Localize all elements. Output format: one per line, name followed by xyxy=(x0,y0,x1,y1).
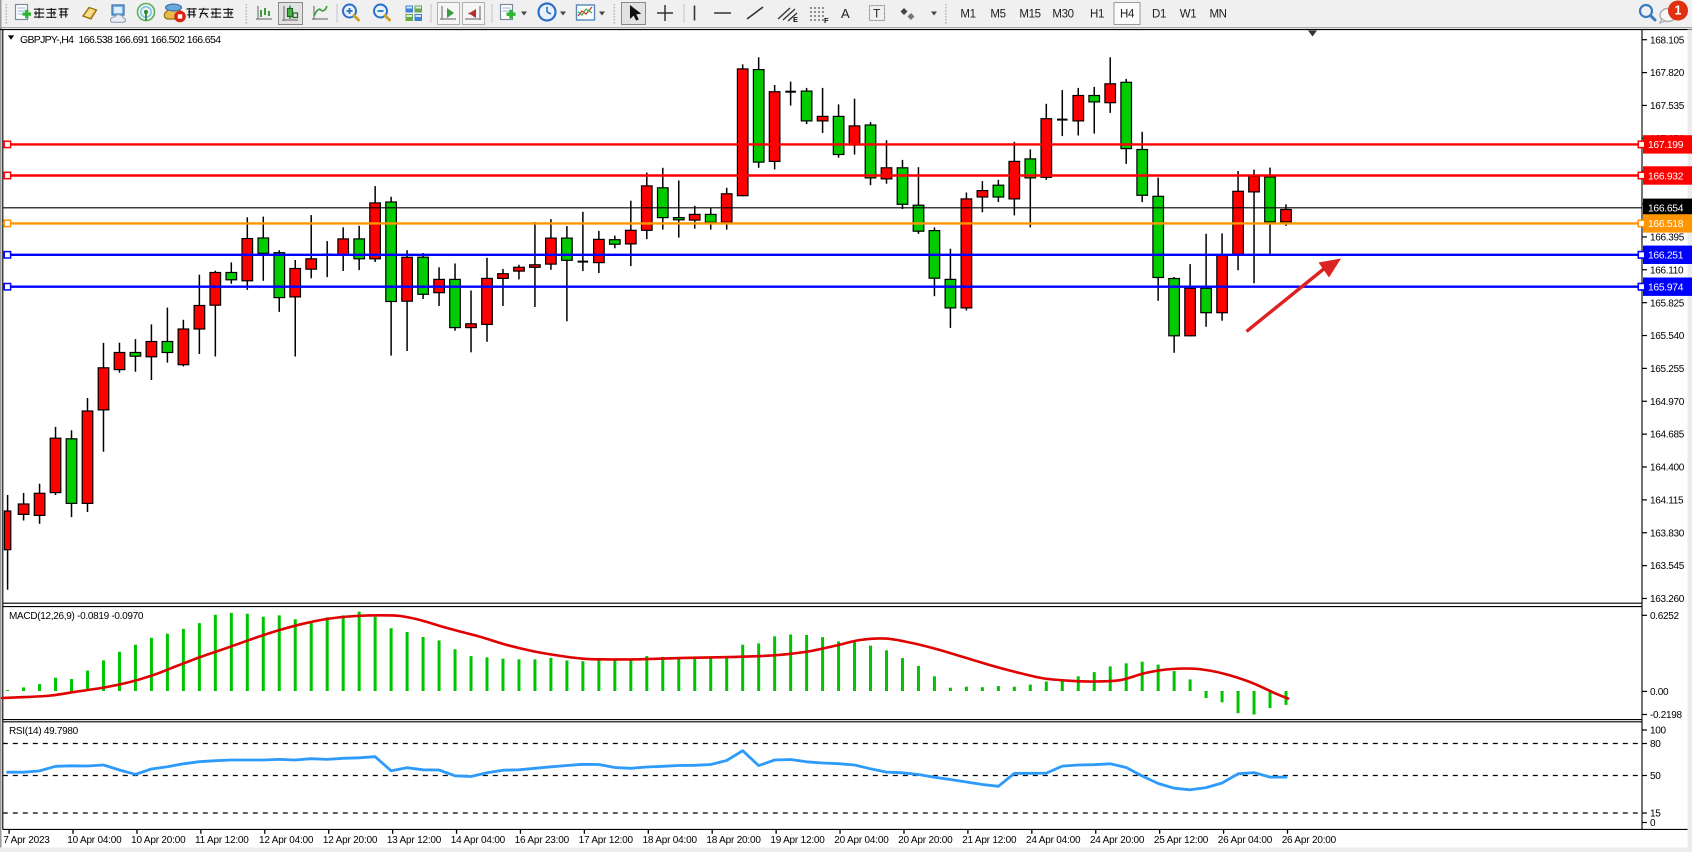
svg-text:14 Apr 04:00: 14 Apr 04:00 xyxy=(451,835,506,846)
svg-text:D1: D1 xyxy=(1152,9,1166,21)
svg-text:24 Apr 20:00: 24 Apr 20:00 xyxy=(1090,835,1145,846)
svg-text:11 Apr 12:00: 11 Apr 12:00 xyxy=(195,835,249,846)
svg-text:164.970: 164.970 xyxy=(1650,397,1685,408)
svg-text:F: F xyxy=(824,16,829,25)
svg-text:20 Apr 20:00: 20 Apr 20:00 xyxy=(898,835,953,846)
svg-text:MACD(12,26,9) -0.0819 -0.0970: MACD(12,26,9) -0.0819 -0.0970 xyxy=(9,611,144,622)
svg-text:M5: M5 xyxy=(990,9,1005,21)
svg-text:13 Apr 12:00: 13 Apr 12:00 xyxy=(387,835,442,846)
svg-text:80: 80 xyxy=(1650,739,1661,750)
svg-text:12 Apr 20:00: 12 Apr 20:00 xyxy=(323,835,378,846)
svg-text:0: 0 xyxy=(1650,818,1656,829)
svg-text:165.974: 165.974 xyxy=(1648,283,1684,294)
svg-text:167.820: 167.820 xyxy=(1650,68,1685,79)
svg-text:26 Apr 20:00: 26 Apr 20:00 xyxy=(1282,835,1337,846)
svg-text:15: 15 xyxy=(1650,809,1661,820)
svg-text:165.255: 165.255 xyxy=(1650,364,1685,375)
svg-text:166.654: 166.654 xyxy=(1648,204,1684,215)
svg-text:164.685: 164.685 xyxy=(1650,430,1685,441)
svg-text:167.535: 167.535 xyxy=(1650,101,1685,112)
svg-text:12 Apr 04:00: 12 Apr 04:00 xyxy=(259,835,314,846)
svg-text:MN: MN xyxy=(1209,9,1226,21)
svg-text:0.00: 0.00 xyxy=(1650,687,1669,698)
svg-text:166.518: 166.518 xyxy=(1648,219,1684,230)
svg-text:163.260: 163.260 xyxy=(1650,594,1685,605)
svg-text:166.932: 166.932 xyxy=(1648,171,1684,182)
svg-text:H1: H1 xyxy=(1090,9,1104,21)
svg-text:166.538 166.691 166.502 166.65: 166.538 166.691 166.502 166.654 xyxy=(79,34,222,46)
svg-text:168.105: 168.105 xyxy=(1650,35,1685,46)
svg-text:E: E xyxy=(793,15,798,24)
svg-text:A: A xyxy=(841,6,850,21)
svg-text:20 Apr 04:00: 20 Apr 04:00 xyxy=(834,835,889,846)
svg-text:0.6252: 0.6252 xyxy=(1650,611,1680,622)
svg-text:M15: M15 xyxy=(1019,9,1040,21)
svg-text:50: 50 xyxy=(1650,771,1661,782)
svg-text:26 Apr 04:00: 26 Apr 04:00 xyxy=(1218,835,1273,846)
svg-text:-0.2198: -0.2198 xyxy=(1650,710,1683,721)
svg-text:H4: H4 xyxy=(1120,9,1135,21)
svg-text:165.825: 165.825 xyxy=(1650,298,1685,309)
svg-text:166.395: 166.395 xyxy=(1650,233,1685,244)
svg-text:7 Apr 2023: 7 Apr 2023 xyxy=(3,835,50,846)
svg-text:10 Apr 04:00: 10 Apr 04:00 xyxy=(67,835,122,846)
svg-text:10 Apr 20:00: 10 Apr 20:00 xyxy=(131,835,186,846)
svg-text:M30: M30 xyxy=(1052,9,1073,21)
svg-text:21 Apr 12:00: 21 Apr 12:00 xyxy=(962,835,1017,846)
svg-text:W1: W1 xyxy=(1180,9,1196,21)
svg-text:16 Apr 23:00: 16 Apr 23:00 xyxy=(515,835,570,846)
svg-text:164.115: 164.115 xyxy=(1650,495,1684,506)
svg-text:166.110: 166.110 xyxy=(1650,265,1684,276)
svg-text:18 Apr 04:00: 18 Apr 04:00 xyxy=(643,835,698,846)
svg-text:163.830: 163.830 xyxy=(1650,528,1685,539)
svg-text:17 Apr 12:00: 17 Apr 12:00 xyxy=(579,835,634,846)
svg-text:T: T xyxy=(873,7,881,21)
svg-text:18 Apr 20:00: 18 Apr 20:00 xyxy=(706,835,761,846)
svg-text:19 Apr 12:00: 19 Apr 12:00 xyxy=(770,835,825,846)
svg-text:167.199: 167.199 xyxy=(1648,140,1684,151)
svg-text:164.400: 164.400 xyxy=(1650,463,1685,474)
svg-text:166.251: 166.251 xyxy=(1648,251,1684,262)
svg-text:GBPJPY-,H4: GBPJPY-,H4 xyxy=(20,34,74,46)
svg-text:24 Apr 04:00: 24 Apr 04:00 xyxy=(1026,835,1081,846)
svg-text:M1: M1 xyxy=(960,9,975,21)
svg-text:165.540: 165.540 xyxy=(1650,331,1685,342)
svg-text:163.545: 163.545 xyxy=(1650,561,1685,572)
svg-text:100: 100 xyxy=(1650,726,1667,737)
svg-text:25 Apr 12:00: 25 Apr 12:00 xyxy=(1154,835,1209,846)
svg-text:1: 1 xyxy=(1675,4,1682,18)
svg-text:RSI(14) 49.7980: RSI(14) 49.7980 xyxy=(9,726,79,737)
